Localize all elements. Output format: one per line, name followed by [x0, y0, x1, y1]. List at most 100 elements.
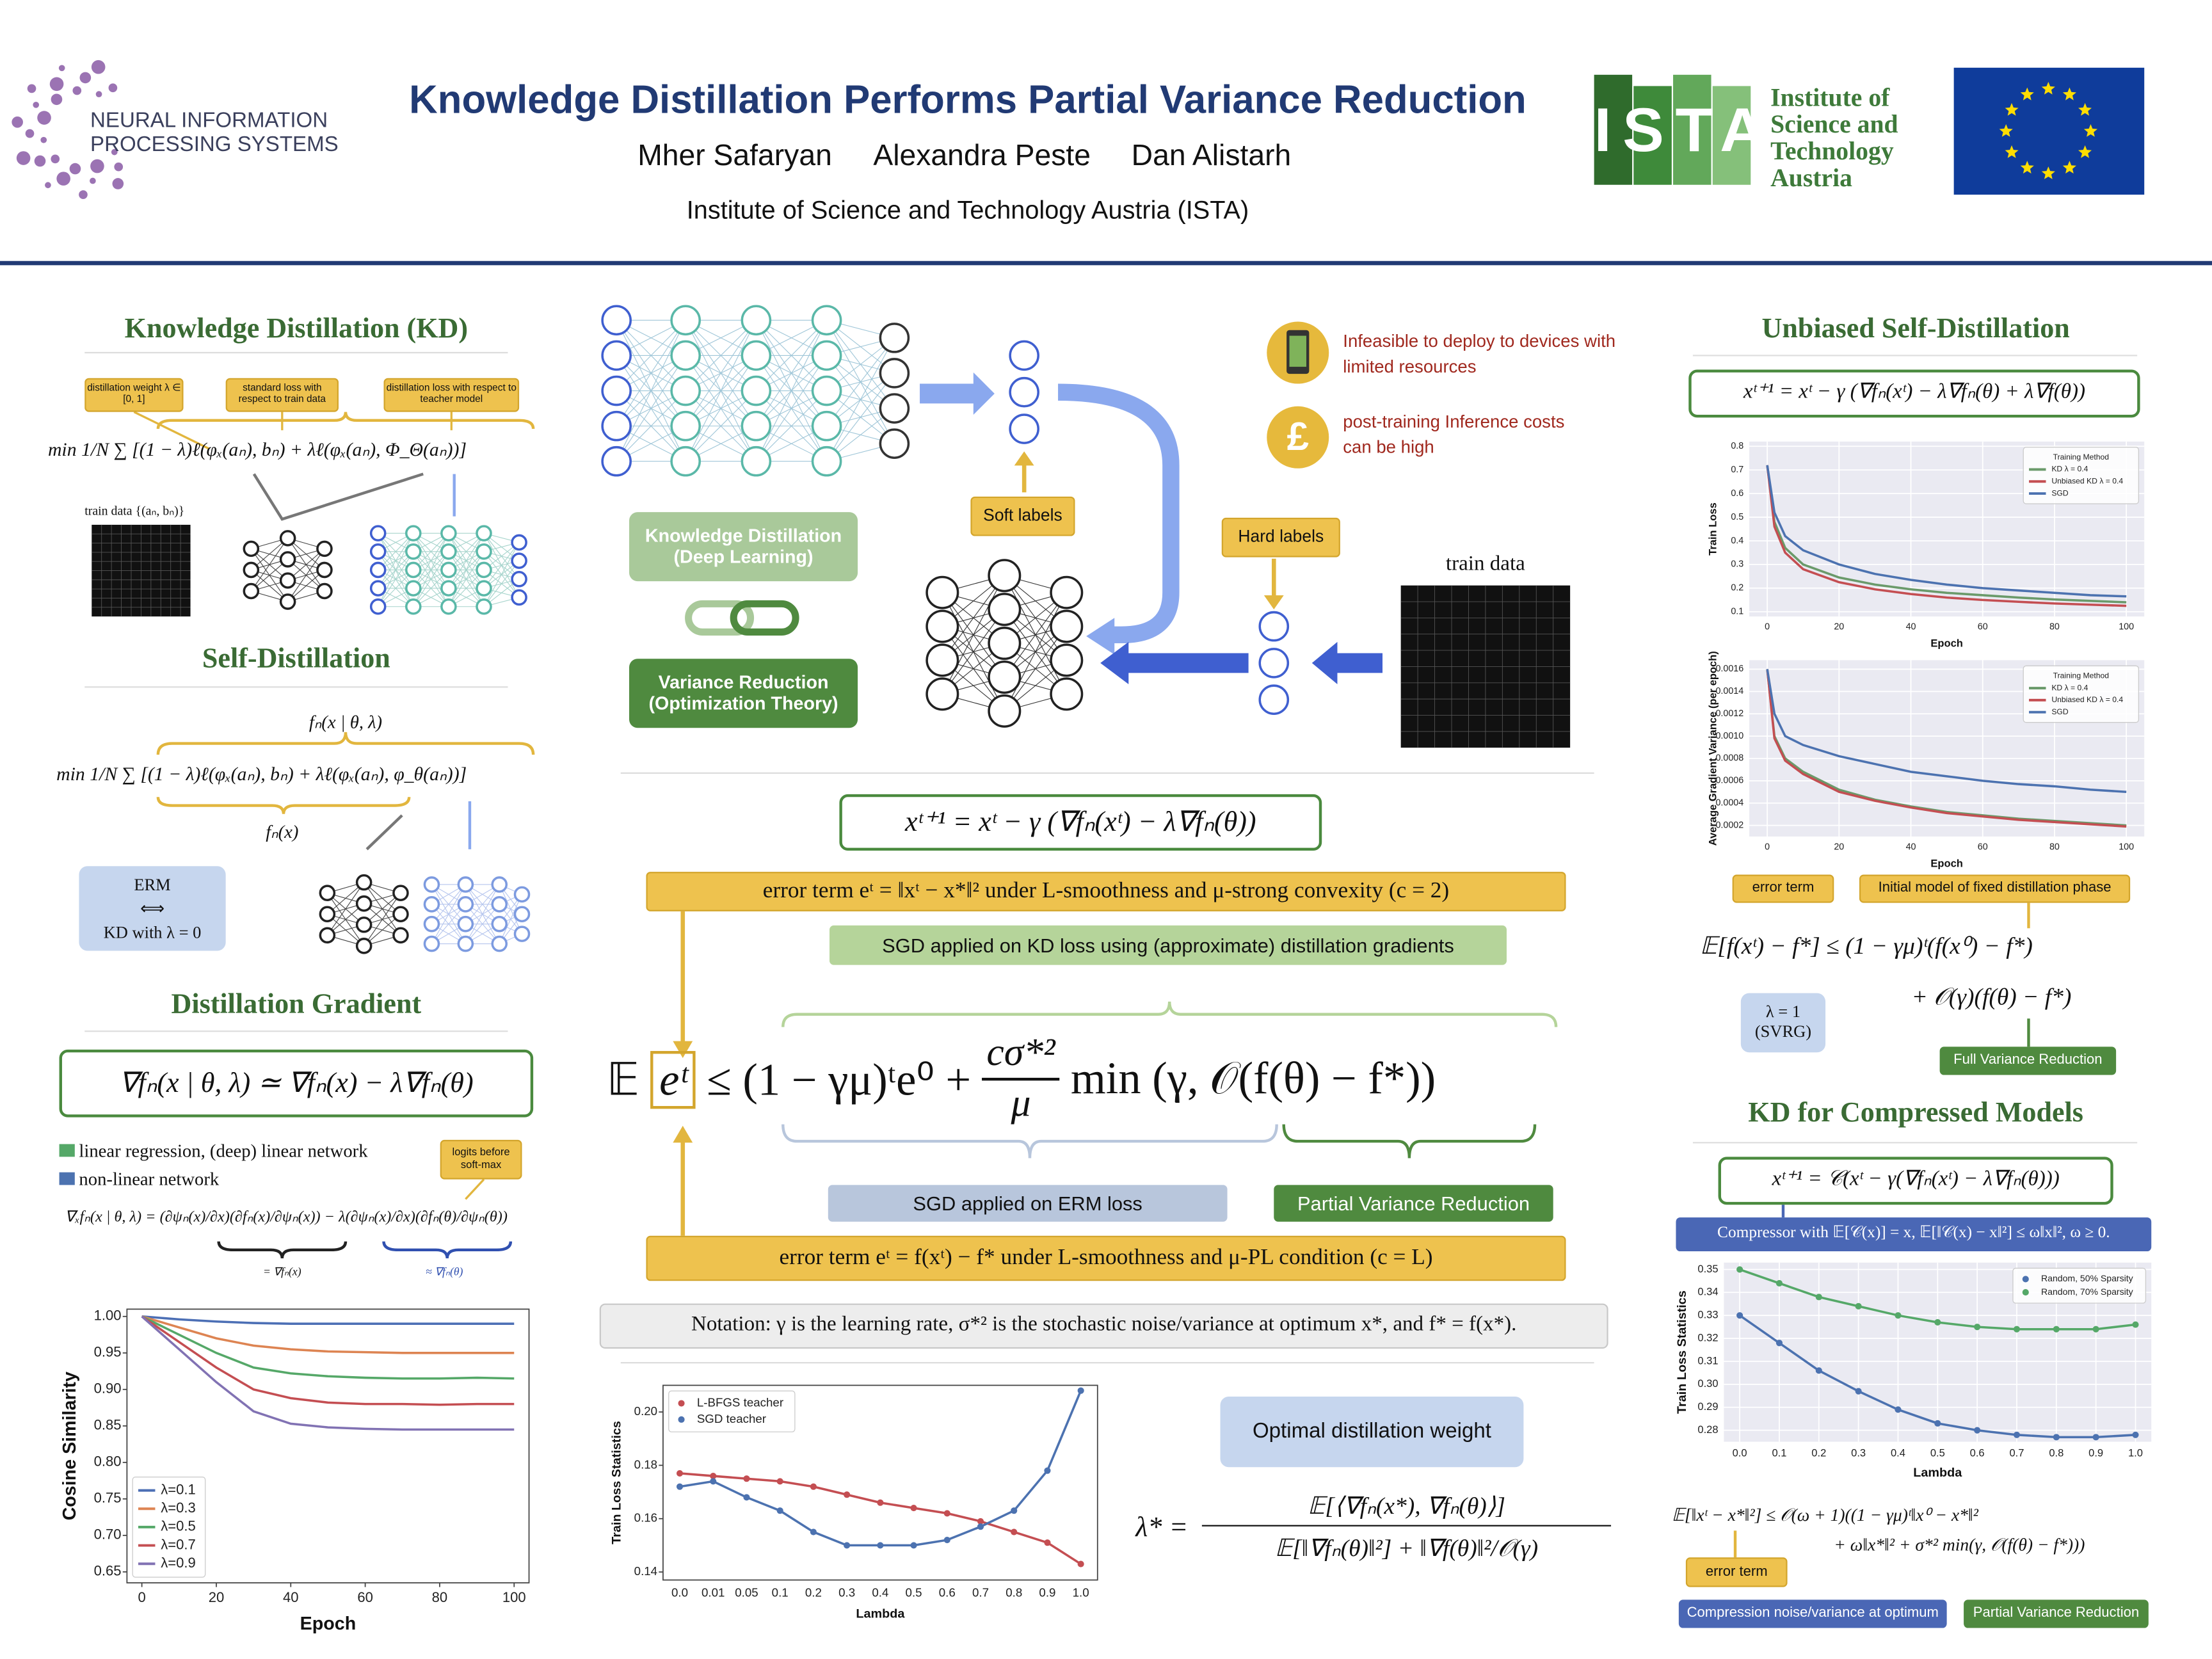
network-node — [243, 540, 260, 557]
connector — [365, 814, 403, 851]
network-node — [513, 926, 531, 942]
formula: + 𝒪(γ)(f(θ) − f*) — [1911, 983, 2072, 1011]
network-edge — [448, 533, 485, 589]
x-tick-label: 20 — [1834, 621, 1844, 632]
fraction-den: μ — [1011, 1082, 1031, 1126]
network-node — [988, 627, 1022, 661]
network-edge — [250, 538, 289, 591]
notation-box: Notation: γ is the learning rate, σ*² is… — [599, 1303, 1608, 1349]
arrow — [920, 372, 995, 415]
y-axis-label: Cosine Similarity — [60, 1372, 80, 1520]
y-tick-label: 0.80 — [94, 1454, 122, 1470]
erm-line: KD with λ = 0 — [103, 922, 202, 942]
x-tick-label: 80 — [2049, 842, 2060, 852]
data-point — [676, 1483, 684, 1490]
label-box: Optimal distillation weight — [1220, 1397, 1524, 1468]
eu-star — [2005, 102, 2019, 116]
annotation-tag: distillation weight λ ∈ [0, 1] — [84, 378, 184, 412]
network-node — [1050, 643, 1084, 677]
author: Alexandra Peste — [873, 140, 1091, 172]
network-edge — [942, 575, 1005, 694]
x-tick-label: 0.0 — [1733, 1447, 1747, 1459]
data-point — [810, 1483, 817, 1490]
x-tick-label: 40 — [1906, 621, 1916, 632]
network-node — [423, 876, 440, 893]
network-edge — [413, 570, 449, 607]
network-node — [369, 561, 387, 579]
network-node — [511, 570, 527, 588]
x-axis-label: Lambda — [856, 1607, 905, 1621]
network-node — [491, 876, 508, 893]
network-edge — [685, 320, 757, 461]
y-tick-label: 0.85 — [94, 1417, 122, 1433]
x-tick-label: 0.3 — [838, 1585, 855, 1599]
eu-star — [2078, 102, 2092, 116]
y-tick-label: 0.5 — [1731, 512, 1743, 522]
network-node — [741, 410, 772, 442]
x-tick-label: 20 — [1834, 842, 1844, 852]
network-node — [476, 598, 492, 615]
legend-label: KD λ = 0.4 — [2051, 683, 2088, 692]
data-point — [2053, 1434, 2060, 1441]
logo-dot — [114, 162, 124, 172]
data-point — [910, 1542, 917, 1549]
network-node — [670, 445, 701, 477]
series-line — [141, 1315, 515, 1406]
legend-title: Training Method — [2053, 671, 2109, 680]
x-tick-label: 0.1 — [1772, 1447, 1786, 1459]
logo-text: NEURAL INFORMATION PROCESSING SYSTEMS — [90, 109, 339, 157]
x-tick-label: 0.7 — [972, 1585, 989, 1599]
legend-swatch — [678, 1416, 685, 1423]
network-node — [811, 305, 842, 336]
network-edge — [755, 390, 827, 462]
network-edge — [364, 892, 401, 947]
network-edge — [378, 570, 414, 607]
logo-line: PROCESSING SYSTEMS — [90, 132, 339, 157]
data-point — [1934, 1318, 1941, 1326]
brace — [382, 1241, 513, 1259]
logo-dot — [51, 154, 60, 164]
y-tick-label: 0.6 — [1731, 488, 1743, 499]
pound-icon: £ — [1286, 414, 1309, 459]
x-tick-label: 1.0 — [1073, 1585, 1089, 1599]
data-point — [710, 1473, 717, 1480]
arrow — [673, 1041, 693, 1059]
network-edge — [287, 549, 325, 602]
network-node — [511, 534, 527, 551]
legend-swatch — [678, 1400, 685, 1407]
phone-screen — [1289, 335, 1306, 367]
x-tick-label: 0.5 — [906, 1585, 922, 1599]
network-edge — [483, 542, 520, 607]
network-node — [423, 896, 440, 913]
y-tick-label: 0.35 — [1697, 1263, 1718, 1275]
network-node — [1050, 609, 1084, 643]
logo-dot — [111, 148, 118, 156]
logo-line: NEURAL INFORMATION — [90, 108, 328, 133]
ista-line: Institute of — [1770, 83, 1890, 112]
network-edge — [1004, 626, 1067, 712]
y-tick-label: 0.0012 — [1715, 709, 1743, 719]
icon-circle — [1267, 406, 1329, 469]
network-node — [513, 886, 531, 903]
network-node — [879, 323, 910, 353]
brace — [781, 1124, 1278, 1158]
network-node — [811, 375, 842, 406]
series-line — [1766, 465, 2127, 607]
logo-dot — [56, 172, 70, 186]
network-node — [741, 375, 772, 406]
y-tick-label: 0.75 — [94, 1490, 122, 1506]
legend-item: linear regression, (deep) linear network — [59, 1137, 368, 1165]
network-node — [491, 915, 508, 933]
arrow — [1058, 383, 1180, 644]
data-point — [1011, 1507, 1018, 1514]
network-node — [988, 593, 1022, 627]
legend-swatch — [59, 1172, 75, 1185]
eu-star — [2020, 161, 2034, 174]
compressor-bar: Compressor with 𝔼[𝒞(x)] = x, 𝔼[‖𝒞(x) − x… — [1676, 1217, 2152, 1252]
network-node — [440, 561, 457, 579]
data-point — [910, 1505, 917, 1512]
annotation-tag: standard loss with respect to train data — [225, 378, 339, 412]
network-node — [369, 580, 387, 597]
network-edge — [755, 320, 828, 461]
